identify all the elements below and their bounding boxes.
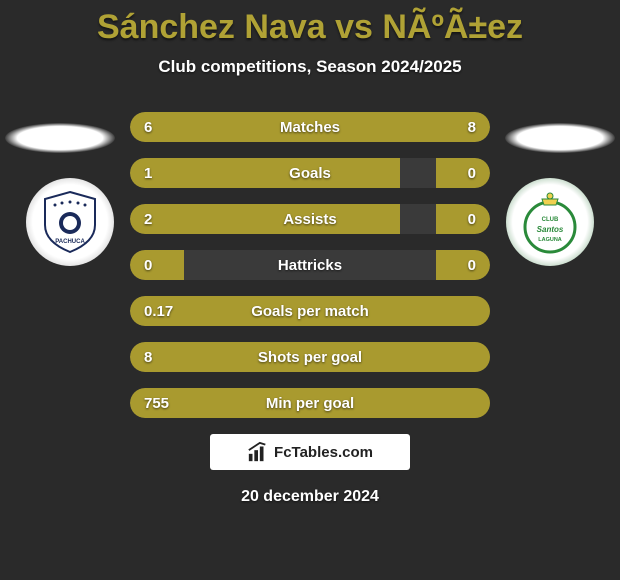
svg-text:LAGUNA: LAGUNA bbox=[538, 237, 562, 243]
stat-label: Goals bbox=[130, 165, 490, 182]
halo-left bbox=[5, 123, 115, 153]
stat-label: Assists bbox=[130, 211, 490, 228]
svg-text:PACHUCA: PACHUCA bbox=[55, 239, 85, 245]
stats-rows: 6Matches81Goals02Assists00Hattricks00.17… bbox=[130, 112, 490, 418]
stat-row: 0.17Goals per match bbox=[130, 296, 490, 326]
team-badge-right: CLUB Santos LAGUNA bbox=[506, 178, 594, 266]
footer-logo-text: FcTables.com bbox=[274, 444, 373, 461]
stat-row: 0Hattricks0 bbox=[130, 250, 490, 280]
stat-label: Hattricks bbox=[130, 257, 490, 274]
stat-label: Shots per goal bbox=[130, 349, 490, 366]
santos-badge-icon: CLUB Santos LAGUNA bbox=[515, 187, 585, 257]
footer-date: 20 december 2024 bbox=[0, 488, 620, 506]
svg-text:Santos: Santos bbox=[537, 225, 564, 234]
halo-right bbox=[505, 123, 615, 153]
page-title: Sánchez Nava vs NÃºÃ±ez bbox=[0, 0, 620, 47]
stat-value-right: 8 bbox=[468, 119, 490, 136]
page-subtitle: Club competitions, Season 2024/2025 bbox=[0, 57, 620, 77]
stat-value-right: 0 bbox=[468, 257, 490, 274]
svg-text:CLUB: CLUB bbox=[542, 217, 559, 223]
pachuca-badge-icon: PACHUCA bbox=[35, 187, 105, 257]
stat-row: 1Goals0 bbox=[130, 158, 490, 188]
stat-value-right: 0 bbox=[468, 165, 490, 182]
footer-logo: FcTables.com bbox=[210, 434, 410, 470]
stat-label: Min per goal bbox=[130, 395, 490, 412]
chart-icon bbox=[247, 441, 269, 463]
stat-row: 755Min per goal bbox=[130, 388, 490, 418]
stat-row: 8Shots per goal bbox=[130, 342, 490, 372]
stat-row: 6Matches8 bbox=[130, 112, 490, 142]
stat-row: 2Assists0 bbox=[130, 204, 490, 234]
stat-label: Goals per match bbox=[130, 303, 490, 320]
stat-value-right: 0 bbox=[468, 211, 490, 228]
team-badge-left: PACHUCA bbox=[26, 178, 114, 266]
stat-label: Matches bbox=[130, 119, 490, 136]
